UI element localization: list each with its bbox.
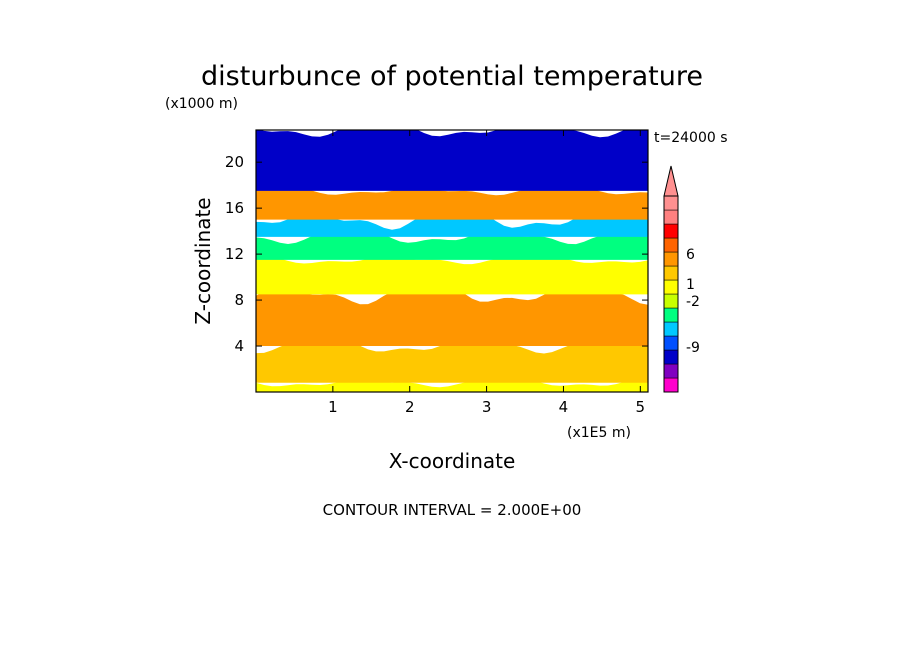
y-tick-label: 16	[225, 199, 244, 217]
colorbar-swatch	[663, 307, 679, 323]
heatmap-band	[256, 255, 648, 295]
x-tick-label: 2	[405, 398, 415, 416]
y-tick-label: 4	[234, 337, 244, 355]
y-axis: 4 8 12 16 20	[225, 153, 648, 355]
colorbar-swatch	[663, 279, 679, 295]
colorbar-label: -2	[686, 294, 700, 310]
colorbar-arrow	[663, 165, 679, 197]
y-tick-label: 8	[234, 291, 244, 309]
colorbar-swatch	[663, 321, 679, 337]
x-axis-label: X-coordinate	[389, 449, 516, 473]
colorbar-swatch	[663, 251, 679, 267]
heatmap-band	[256, 186, 648, 220]
colorbar-label: 6	[686, 247, 695, 263]
colorbar-swatch	[663, 209, 679, 225]
colorbar-swatch	[663, 377, 679, 393]
heatmap-band	[256, 284, 648, 347]
heatmap-band	[256, 229, 648, 260]
x-tick-label: 1	[328, 398, 338, 416]
heatmap-band	[256, 209, 648, 237]
chart-title: disturbunce of potential temperature	[201, 61, 703, 92]
colorbar-swatch	[663, 293, 679, 309]
x-tick-label: 5	[636, 398, 646, 416]
colorbar-swatch	[663, 237, 679, 253]
colorbar: 6 1-2 -9	[663, 165, 700, 393]
heatmap-band	[256, 130, 648, 191]
x-tick-label: 3	[482, 398, 492, 416]
y-tick-label: 12	[225, 245, 244, 263]
heatmap-plot-area	[256, 130, 648, 392]
colorbar-swatch	[663, 223, 679, 239]
colorbar-swatch	[663, 363, 679, 379]
contour-interval-footer: CONTOUR INTERVAL = 2.000E+00	[323, 501, 582, 519]
colorbar-label: 1	[686, 277, 695, 293]
x-unit-label: (x1E5 m)	[567, 425, 631, 441]
colorbar-swatch	[663, 349, 679, 365]
colorbar-swatch	[663, 195, 679, 211]
plot-frame	[255, 129, 649, 393]
colorbar-swatch	[663, 265, 679, 281]
x-axis: 1 2 3 4 5	[328, 130, 645, 416]
y-unit-label: (x1000 m)	[165, 96, 238, 112]
y-tick-label: 20	[225, 153, 244, 171]
x-tick-label: 4	[559, 398, 569, 416]
y-axis-label: Z-coordinate	[191, 197, 215, 324]
time-label: t=24000 s	[654, 130, 728, 146]
colorbar-frame	[663, 195, 679, 393]
colorbar-swatch	[663, 335, 679, 351]
heatmap-band	[256, 339, 648, 383]
colorbar-label: -9	[686, 340, 700, 356]
